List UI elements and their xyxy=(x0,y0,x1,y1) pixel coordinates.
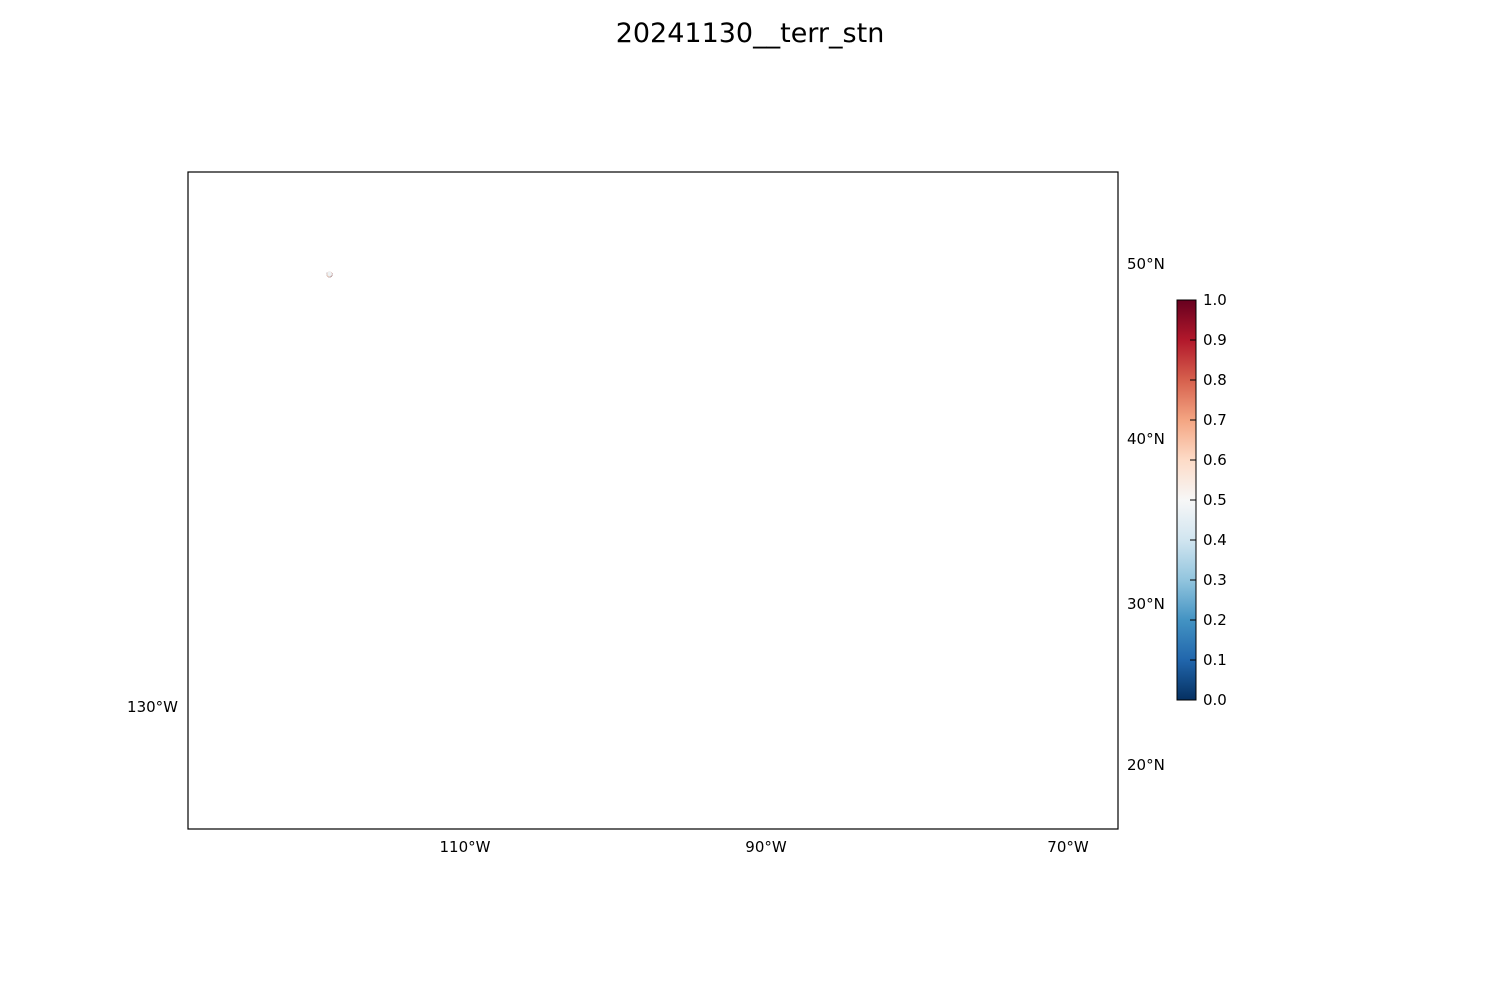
lat-label-50: 50°N xyxy=(1127,255,1165,273)
colorbar-tick-label: 0.7 xyxy=(1203,411,1227,429)
chart-title: 20241130__terr_stn xyxy=(616,18,885,49)
map-frame xyxy=(187,171,1119,830)
colorbar-tick-label: 0.9 xyxy=(1203,331,1227,349)
colorbar-tick-label: 1.0 xyxy=(1203,291,1227,309)
lon-label-70: 70°W xyxy=(1047,838,1089,856)
colorbar-tick-label: 0.0 xyxy=(1203,691,1227,709)
lat-label-30: 30°N xyxy=(1127,595,1165,613)
colorbar-ticks: 0.0 0.1 0.2 0.3 0.4 0.5 0.6 0.7 0.8 0.9 1.0 xyxy=(1190,291,1227,709)
colorbar-tick-label: 0.1 xyxy=(1203,651,1227,669)
lon-label-130: 130°W xyxy=(127,698,178,716)
colorbar-tick-label: 0.5 xyxy=(1203,491,1227,509)
colorbar: 0.0 0.1 0.2 0.3 0.4 0.5 0.6 0.7 0.8 0.9 1.0 xyxy=(1176,291,1227,709)
station-point xyxy=(327,271,332,277)
colorbar-tick-label: 0.8 xyxy=(1203,371,1227,389)
lon-label-90: 90°W xyxy=(745,838,787,856)
lon-label-110: 110°W xyxy=(440,838,491,856)
colorbar-tick-label: 0.6 xyxy=(1203,451,1227,469)
latitude-labels: 50°N 40°N 30°N 20°N xyxy=(1127,255,1165,774)
colorbar-tick-label: 0.4 xyxy=(1203,531,1227,549)
map-area xyxy=(326,271,333,278)
colorbar-tick-label: 0.2 xyxy=(1203,611,1227,629)
colorbar-tick-label: 0.3 xyxy=(1203,571,1227,589)
lat-label-40: 40°N xyxy=(1127,430,1165,448)
station-points xyxy=(326,271,333,278)
longitude-labels: 130°W 110°W 90°W 70°W xyxy=(127,698,1089,856)
lat-label-20: 20°N xyxy=(1127,756,1165,774)
